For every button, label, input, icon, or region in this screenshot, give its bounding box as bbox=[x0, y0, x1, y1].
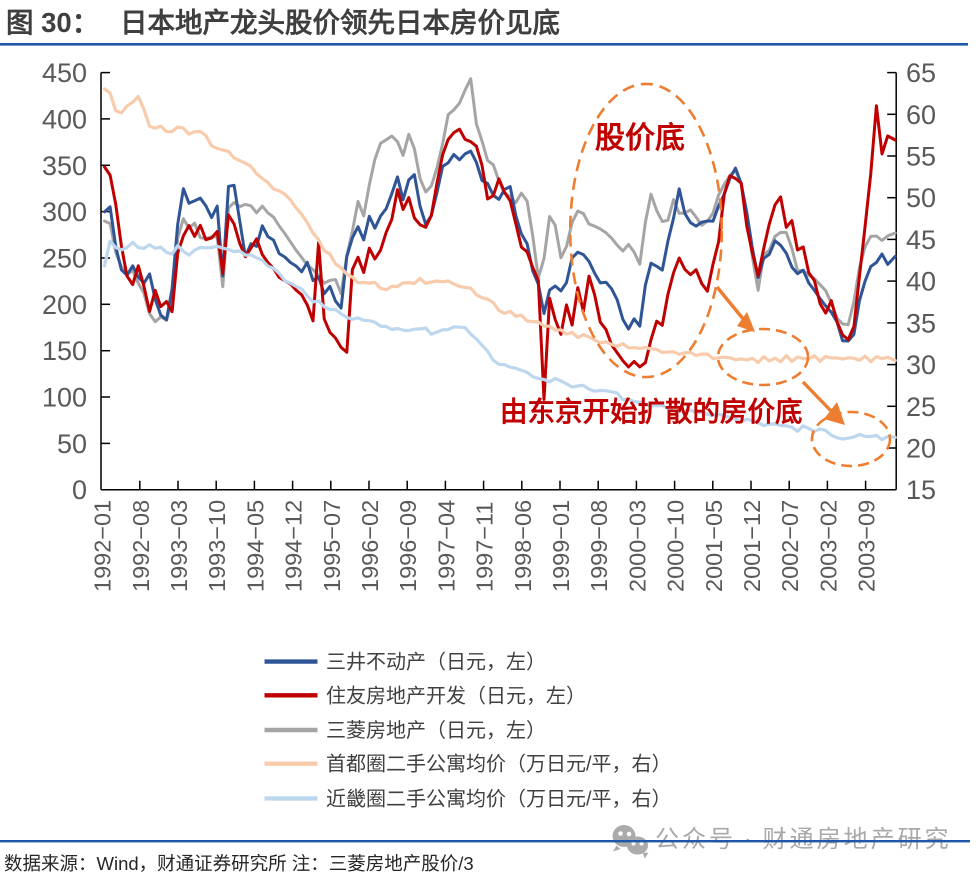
svg-text:1998−06: 1998−06 bbox=[510, 500, 536, 592]
svg-text:1993−03: 1993−03 bbox=[166, 500, 192, 592]
svg-text:数据来源：Wind，财通证券研究所 注：三菱房地产股价/3: 数据来源：Wind，财通证券研究所 注：三菱房地产股价/3 bbox=[4, 853, 474, 874]
svg-text:2002−07: 2002−07 bbox=[777, 500, 803, 592]
svg-text:100: 100 bbox=[42, 383, 87, 413]
svg-text:首都圈二手公寓均价（万日元/平，右）: 首都圈二手公寓均价（万日元/平，右） bbox=[326, 753, 672, 776]
svg-text:公众号 · 财通房地产研究: 公众号 · 财通房地产研究 bbox=[655, 826, 952, 853]
svg-text:40: 40 bbox=[906, 267, 936, 297]
svg-text:1996−09: 1996−09 bbox=[395, 500, 421, 592]
svg-text:0: 0 bbox=[72, 475, 87, 505]
svg-text:股价底: 股价底 bbox=[595, 122, 685, 155]
svg-text:1993−10: 1993−10 bbox=[204, 500, 230, 592]
svg-text:65: 65 bbox=[906, 58, 936, 88]
svg-text:55: 55 bbox=[906, 142, 936, 172]
svg-text:1992−01: 1992−01 bbox=[90, 500, 116, 592]
svg-text:30: 30 bbox=[906, 350, 936, 380]
svg-text:1994−12: 1994−12 bbox=[281, 500, 307, 592]
svg-text:350: 350 bbox=[42, 151, 87, 181]
svg-text:2003−02: 2003−02 bbox=[815, 500, 841, 592]
svg-text:1992−08: 1992−08 bbox=[128, 500, 154, 592]
svg-text:住友房地产开发（日元，左）: 住友房地产开发（日元，左） bbox=[326, 684, 586, 707]
svg-text:300: 300 bbox=[42, 197, 87, 227]
svg-text:20: 20 bbox=[906, 434, 936, 464]
svg-text:50: 50 bbox=[57, 429, 87, 459]
svg-text:250: 250 bbox=[42, 244, 87, 274]
svg-text:1994−05: 1994−05 bbox=[242, 500, 268, 592]
svg-text:450: 450 bbox=[42, 58, 87, 88]
svg-text:200: 200 bbox=[42, 290, 87, 320]
svg-text:1997−04: 1997−04 bbox=[433, 500, 459, 592]
svg-text:三菱房地产（日元，左）: 三菱房地产（日元，左） bbox=[326, 719, 546, 742]
svg-text:1996−02: 1996−02 bbox=[357, 500, 383, 592]
svg-text:1999−08: 1999−08 bbox=[586, 500, 612, 592]
svg-text:35: 35 bbox=[906, 308, 936, 338]
svg-text:2000−10: 2000−10 bbox=[663, 500, 689, 592]
svg-text:45: 45 bbox=[906, 225, 936, 255]
svg-text:25: 25 bbox=[906, 392, 936, 422]
svg-text:50: 50 bbox=[906, 183, 936, 213]
svg-text:三井不动产（日元，左）: 三井不动产（日元，左） bbox=[326, 651, 546, 674]
svg-text:400: 400 bbox=[42, 104, 87, 134]
svg-text:150: 150 bbox=[42, 336, 87, 366]
svg-text:近畿圈二手公寓均价（万日元/平，右）: 近畿圈二手公寓均价（万日元/平，右） bbox=[326, 787, 672, 810]
svg-text:图 30：: 图 30： bbox=[6, 7, 99, 38]
svg-text:2001−05: 2001−05 bbox=[701, 500, 727, 592]
svg-text:1997−11: 1997−11 bbox=[472, 502, 498, 592]
svg-text:日本地产龙头股价领先日本房价见底: 日本地产龙头股价领先日本房价见底 bbox=[120, 7, 560, 38]
svg-text:1999−01: 1999−01 bbox=[548, 500, 574, 592]
svg-text:由东京开始扩散的房价底: 由东京开始扩散的房价底 bbox=[500, 396, 803, 427]
svg-text:2000−03: 2000−03 bbox=[624, 500, 650, 592]
svg-text:60: 60 bbox=[906, 100, 936, 130]
svg-text:1995−07: 1995−07 bbox=[319, 500, 345, 592]
svg-text:2003−09: 2003−09 bbox=[854, 500, 880, 592]
svg-text:15: 15 bbox=[906, 475, 936, 505]
svg-text:2001−12: 2001−12 bbox=[739, 500, 765, 592]
